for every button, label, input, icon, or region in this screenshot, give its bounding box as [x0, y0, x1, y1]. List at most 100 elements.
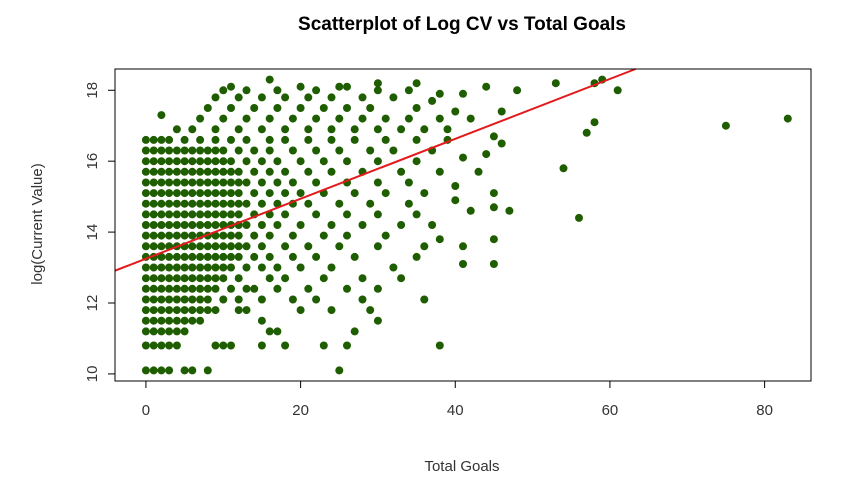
- data-point: [312, 210, 321, 219]
- data-point: [196, 263, 205, 272]
- data-point: [350, 252, 359, 261]
- data-point: [250, 189, 259, 198]
- data-point: [196, 221, 205, 229]
- data-point: [141, 327, 150, 336]
- data-point: [373, 242, 382, 251]
- data-point: [265, 189, 274, 198]
- data-point: [196, 306, 205, 315]
- data-point: [404, 114, 413, 123]
- data-point: [250, 284, 259, 293]
- y-tick-label: 10: [84, 366, 101, 383]
- x-axis: 0 20 40 60 80: [142, 380, 773, 419]
- data-point: [157, 341, 166, 350]
- data-point: [234, 167, 243, 176]
- data-point: [366, 146, 375, 155]
- data-point: [180, 210, 189, 219]
- data-point: [304, 135, 313, 144]
- y-tick-label: 16: [84, 153, 101, 170]
- data-point: [188, 210, 197, 219]
- data-point: [172, 284, 181, 293]
- data-point: [590, 118, 599, 127]
- data-point: [783, 114, 792, 123]
- data-point: [358, 114, 367, 123]
- data-point: [234, 231, 243, 240]
- data-point: [389, 263, 398, 272]
- data-point: [211, 306, 220, 315]
- data-point: [188, 221, 197, 229]
- data-point: [559, 164, 568, 173]
- data-point: [165, 146, 174, 155]
- data-point: [234, 210, 243, 219]
- data-point: [165, 252, 174, 261]
- data-point: [149, 284, 158, 293]
- data-point: [141, 199, 150, 208]
- data-point: [157, 135, 166, 144]
- data-point: [196, 199, 205, 208]
- data-point: [489, 132, 498, 141]
- data-point: [227, 167, 235, 176]
- data-point: [180, 316, 189, 325]
- data-point: [312, 86, 321, 95]
- data-point: [281, 341, 290, 350]
- data-point: [435, 235, 444, 244]
- data-point: [404, 86, 413, 95]
- data-point: [319, 341, 328, 350]
- data-point: [227, 231, 235, 240]
- data-point: [281, 135, 290, 144]
- data-point: [389, 146, 398, 155]
- data-point: [219, 274, 228, 283]
- data-point: [203, 306, 212, 315]
- data-point: [157, 284, 166, 293]
- data-point: [350, 327, 359, 336]
- data-point: [172, 125, 181, 134]
- data-point: [489, 235, 498, 244]
- data-point: [203, 199, 212, 208]
- data-point: [172, 146, 181, 155]
- data-point: [257, 125, 266, 134]
- data-point: [257, 157, 266, 166]
- data-point: [257, 316, 266, 325]
- data-point: [281, 242, 290, 251]
- data-point: [157, 274, 166, 283]
- data-point: [141, 274, 150, 283]
- data-point: [420, 189, 429, 198]
- data-point: [165, 221, 174, 229]
- data-point: [180, 263, 189, 272]
- data-point: [180, 366, 189, 375]
- data-point: [304, 284, 313, 293]
- data-point: [165, 327, 174, 336]
- data-point: [165, 178, 174, 187]
- data-point: [157, 167, 166, 176]
- data-point: [482, 82, 491, 91]
- data-point: [157, 178, 166, 187]
- data-point: [219, 263, 228, 272]
- data-point: [165, 189, 174, 198]
- data-point: [497, 107, 506, 116]
- data-point: [366, 306, 375, 315]
- data-point: [149, 295, 158, 304]
- data-point: [358, 221, 367, 229]
- data-point: [265, 231, 274, 240]
- data-point: [312, 114, 321, 123]
- data-point: [234, 242, 243, 251]
- data-point: [149, 316, 158, 325]
- data-point: [172, 316, 181, 325]
- data-point: [219, 295, 228, 304]
- data-point: [373, 79, 382, 88]
- data-point: [172, 327, 181, 336]
- data-point: [327, 167, 336, 176]
- data-point: [211, 221, 220, 229]
- data-point: [227, 341, 235, 350]
- data-point: [250, 104, 259, 112]
- data-point: [296, 189, 305, 198]
- data-point: [141, 284, 150, 293]
- y-axis-label: log(Current Value): [29, 163, 46, 284]
- data-point: [273, 199, 282, 208]
- data-point: [304, 199, 313, 208]
- data-point: [157, 210, 166, 219]
- data-point: [358, 295, 367, 304]
- data-point: [188, 157, 197, 166]
- data-point: [227, 242, 235, 251]
- data-point: [149, 341, 158, 350]
- data-point: [273, 327, 282, 336]
